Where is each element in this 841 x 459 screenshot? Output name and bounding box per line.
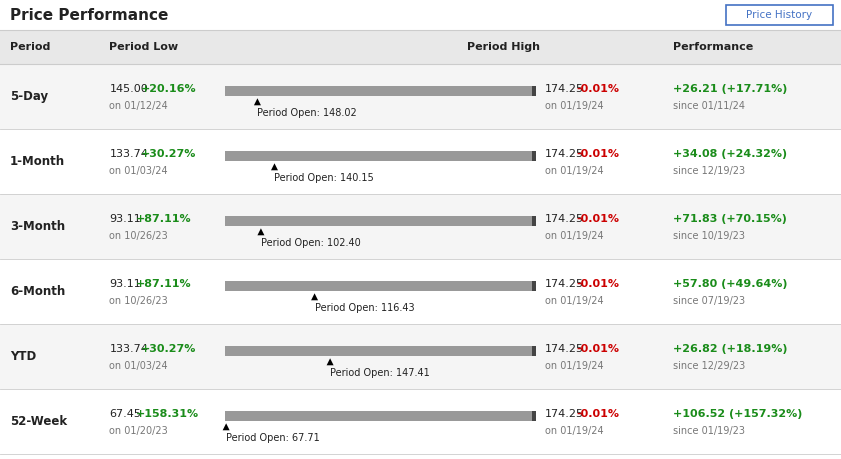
Text: since 12/19/23: since 12/19/23 — [673, 166, 745, 176]
Polygon shape — [257, 228, 264, 235]
Text: 174.25: 174.25 — [545, 84, 584, 94]
Bar — [532, 151, 536, 161]
Polygon shape — [223, 423, 230, 430]
Text: since 01/11/24: since 01/11/24 — [673, 101, 745, 111]
Text: +34.08 (+24.32%): +34.08 (+24.32%) — [673, 149, 787, 159]
Text: Period High: Period High — [467, 42, 540, 52]
Text: on 10/26/23: on 10/26/23 — [109, 296, 168, 306]
Text: 174.25: 174.25 — [545, 149, 584, 159]
Bar — [225, 281, 536, 291]
Bar — [0, 389, 841, 454]
Text: -0.01%: -0.01% — [576, 409, 619, 419]
Bar — [532, 281, 536, 291]
Bar — [225, 151, 536, 161]
Text: since 01/19/23: since 01/19/23 — [673, 426, 745, 436]
Text: Price History: Price History — [747, 10, 812, 20]
Text: 5-Day: 5-Day — [10, 90, 48, 103]
Text: 67.45: 67.45 — [109, 409, 141, 419]
Text: Period: Period — [10, 42, 50, 52]
Text: Performance: Performance — [673, 42, 753, 52]
Polygon shape — [271, 163, 278, 170]
Text: 6-Month: 6-Month — [10, 285, 66, 298]
Text: Price Performance: Price Performance — [10, 7, 168, 22]
Text: on 01/03/24: on 01/03/24 — [109, 361, 168, 371]
Text: Period Open: 140.15: Period Open: 140.15 — [274, 174, 374, 183]
Text: 93.11: 93.11 — [109, 279, 141, 289]
Text: +30.27%: +30.27% — [140, 344, 196, 354]
Bar — [0, 324, 841, 389]
Text: on 01/20/23: on 01/20/23 — [109, 426, 168, 436]
Text: +106.52 (+157.32%): +106.52 (+157.32%) — [673, 409, 802, 419]
Text: Period Open: 67.71: Period Open: 67.71 — [226, 433, 320, 443]
Text: Period Open: 102.40: Period Open: 102.40 — [261, 238, 361, 248]
Text: -0.01%: -0.01% — [576, 279, 619, 289]
Text: on 01/19/24: on 01/19/24 — [545, 361, 604, 371]
Bar — [0, 64, 841, 129]
Text: 174.25: 174.25 — [545, 279, 584, 289]
Bar — [0, 194, 841, 259]
Text: Period Open: 116.43: Period Open: 116.43 — [315, 303, 415, 313]
Bar — [532, 346, 536, 356]
Text: +26.82 (+18.19%): +26.82 (+18.19%) — [673, 344, 787, 354]
Text: 174.25: 174.25 — [545, 214, 584, 224]
Text: on 10/26/23: on 10/26/23 — [109, 231, 168, 241]
Text: Period Low: Period Low — [109, 42, 178, 52]
Text: 1-Month: 1-Month — [10, 155, 66, 168]
Text: 133.74: 133.74 — [109, 149, 148, 159]
Polygon shape — [254, 98, 261, 105]
Text: on 01/19/24: on 01/19/24 — [545, 231, 604, 241]
Text: since 07/19/23: since 07/19/23 — [673, 296, 745, 306]
Bar — [532, 216, 536, 226]
Bar — [0, 129, 841, 194]
Bar — [225, 346, 536, 356]
Text: -0.01%: -0.01% — [576, 214, 619, 224]
Text: since 10/19/23: since 10/19/23 — [673, 231, 745, 241]
Text: on 01/19/24: on 01/19/24 — [545, 166, 604, 176]
Bar — [532, 86, 536, 96]
Text: on 01/19/24: on 01/19/24 — [545, 296, 604, 306]
Text: -0.01%: -0.01% — [576, 84, 619, 94]
Text: -0.01%: -0.01% — [576, 149, 619, 159]
Text: +87.11%: +87.11% — [136, 279, 192, 289]
Text: +20.16%: +20.16% — [140, 84, 196, 94]
Bar — [532, 411, 536, 421]
Text: on 01/12/24: on 01/12/24 — [109, 101, 168, 111]
Bar — [225, 216, 536, 226]
Text: YTD: YTD — [10, 350, 36, 363]
Text: +26.21 (+17.71%): +26.21 (+17.71%) — [673, 84, 787, 94]
Text: 52-Week: 52-Week — [10, 415, 67, 428]
Polygon shape — [326, 358, 334, 365]
Text: since 12/29/23: since 12/29/23 — [673, 361, 745, 371]
Text: +158.31%: +158.31% — [136, 409, 199, 419]
Text: 145.00: 145.00 — [109, 84, 148, 94]
Text: +71.83 (+70.15%): +71.83 (+70.15%) — [673, 214, 786, 224]
Text: 3-Month: 3-Month — [10, 220, 66, 233]
Text: 93.11: 93.11 — [109, 214, 141, 224]
Text: 174.25: 174.25 — [545, 409, 584, 419]
Text: Period Open: 148.02: Period Open: 148.02 — [257, 108, 357, 118]
Text: -0.01%: -0.01% — [576, 344, 619, 354]
Text: +57.80 (+49.64%): +57.80 (+49.64%) — [673, 279, 787, 289]
Polygon shape — [311, 293, 318, 300]
Bar — [225, 86, 536, 96]
Text: on 01/19/24: on 01/19/24 — [545, 101, 604, 111]
Text: +87.11%: +87.11% — [136, 214, 192, 224]
Text: +30.27%: +30.27% — [140, 149, 196, 159]
Bar — [0, 0, 841, 30]
Bar — [0, 30, 841, 64]
Bar — [225, 411, 536, 421]
Text: 174.25: 174.25 — [545, 344, 584, 354]
Text: on 01/03/24: on 01/03/24 — [109, 166, 168, 176]
Text: on 01/19/24: on 01/19/24 — [545, 426, 604, 436]
Bar — [0, 259, 841, 324]
FancyBboxPatch shape — [726, 5, 833, 25]
Text: Period Open: 147.41: Period Open: 147.41 — [331, 368, 430, 378]
Text: 133.74: 133.74 — [109, 344, 148, 354]
